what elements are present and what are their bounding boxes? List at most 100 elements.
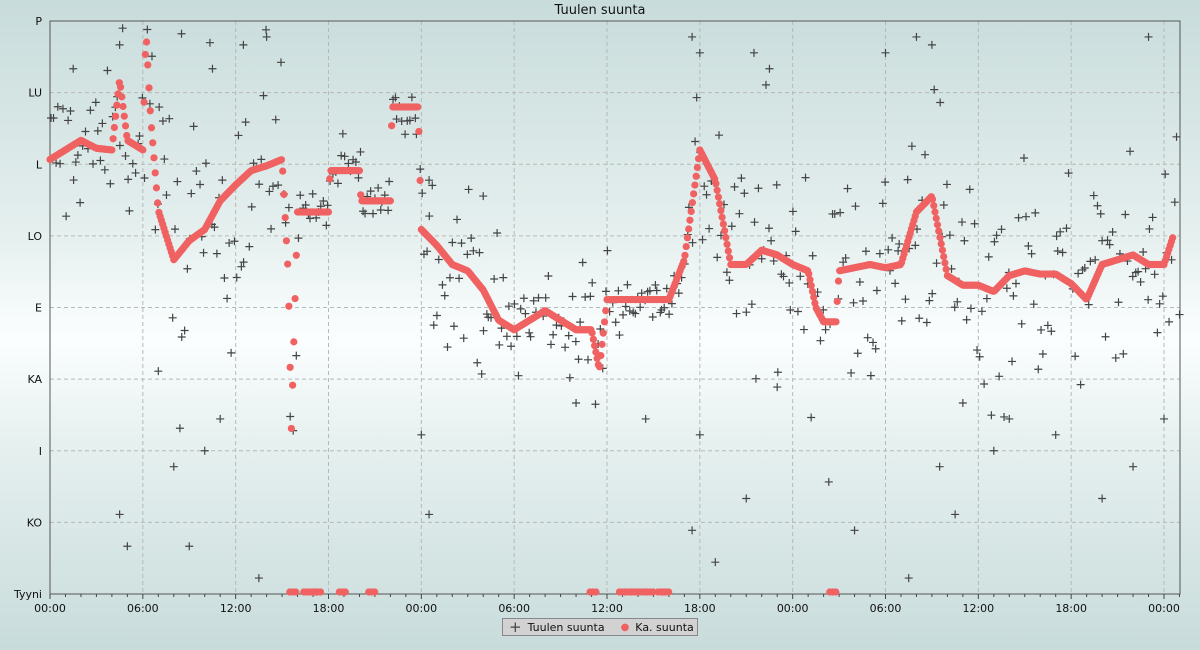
raw-point <box>199 248 208 257</box>
raw-point <box>292 351 301 360</box>
raw-point <box>565 373 574 382</box>
raw-point <box>115 510 124 519</box>
raw-point <box>786 305 795 314</box>
avg-point <box>116 83 125 91</box>
raw-point <box>1089 191 1098 200</box>
raw-point <box>322 221 331 230</box>
raw-point <box>423 247 432 256</box>
raw-point <box>928 289 937 298</box>
raw-point <box>989 446 998 455</box>
raw-point <box>425 510 434 519</box>
raw-point <box>187 189 196 198</box>
avg-point <box>355 167 364 175</box>
raw-point <box>614 286 623 295</box>
raw-point <box>333 179 342 188</box>
raw-point <box>218 176 227 185</box>
raw-point <box>1121 210 1130 219</box>
raw-point <box>257 155 266 164</box>
raw-point <box>384 206 393 215</box>
avg-point <box>120 112 128 120</box>
raw-point <box>344 159 353 168</box>
raw-point <box>702 190 711 199</box>
raw-point <box>990 237 999 246</box>
raw-point <box>1011 279 1020 288</box>
y-tick-label: I <box>39 445 42 458</box>
y-tick-label: KO <box>27 516 43 529</box>
raw-point <box>984 252 993 261</box>
raw-point <box>143 25 152 34</box>
avg-point <box>716 200 724 208</box>
raw-point <box>939 201 948 210</box>
avg-point <box>152 184 161 192</box>
raw-point <box>239 40 248 49</box>
raw-point <box>1129 462 1138 471</box>
raw-point <box>255 180 264 189</box>
raw-point <box>1000 412 1009 421</box>
raw-point <box>692 93 701 102</box>
avg-point <box>832 318 840 326</box>
avg-point <box>118 93 126 101</box>
raw-point <box>467 234 476 243</box>
raw-point <box>210 223 219 232</box>
y-tick-label: Tyyni <box>13 588 42 601</box>
raw-point <box>932 259 941 268</box>
raw-point <box>212 249 221 258</box>
raw-point <box>851 202 860 211</box>
raw-point <box>785 278 794 287</box>
raw-point <box>935 462 944 471</box>
raw-point <box>601 287 610 296</box>
raw-point <box>1126 147 1135 156</box>
raw-point <box>1128 272 1137 281</box>
raw-point <box>1165 317 1174 326</box>
chart-title: Tuulen suunta <box>554 3 646 18</box>
raw-point <box>841 253 850 262</box>
avg-point <box>146 107 154 115</box>
raw-point <box>425 176 434 185</box>
raw-point <box>747 300 756 309</box>
raw-point <box>220 274 229 283</box>
raw-point <box>440 291 449 300</box>
raw-point <box>583 355 592 364</box>
raw-point <box>115 40 124 49</box>
avg-point <box>932 214 940 222</box>
avg-point <box>931 208 939 216</box>
raw-point <box>975 352 984 361</box>
avg-point <box>688 199 697 207</box>
raw-point <box>674 289 683 298</box>
raw-point <box>1170 198 1179 207</box>
raw-point <box>391 93 400 102</box>
raw-point <box>987 411 996 420</box>
raw-point <box>688 32 697 41</box>
raw-point <box>922 318 931 327</box>
raw-point <box>1051 430 1060 439</box>
raw-point <box>177 333 186 342</box>
raw-point <box>691 137 700 146</box>
avg-point <box>930 202 938 210</box>
raw-point <box>267 224 276 233</box>
raw-point <box>337 151 346 160</box>
raw-point <box>824 477 833 486</box>
avg-point <box>598 340 606 348</box>
raw-point <box>208 64 217 73</box>
raw-point <box>1074 269 1083 278</box>
raw-point <box>366 187 375 196</box>
raw-point <box>1031 208 1040 217</box>
raw-point <box>56 159 65 168</box>
raw-point <box>1078 265 1087 274</box>
avg-point <box>326 175 334 183</box>
raw-point <box>779 272 788 281</box>
raw-point <box>754 184 763 193</box>
avg-point <box>109 135 117 143</box>
avg-point <box>290 338 298 346</box>
raw-point <box>459 334 468 343</box>
avg-point <box>928 195 937 203</box>
raw-point <box>405 116 414 125</box>
avg-point <box>324 208 333 216</box>
raw-point <box>1175 310 1184 319</box>
raw-point <box>725 276 734 285</box>
raw-point <box>490 275 499 284</box>
raw-point <box>155 103 164 112</box>
raw-point <box>69 176 78 185</box>
raw-point <box>308 189 317 198</box>
